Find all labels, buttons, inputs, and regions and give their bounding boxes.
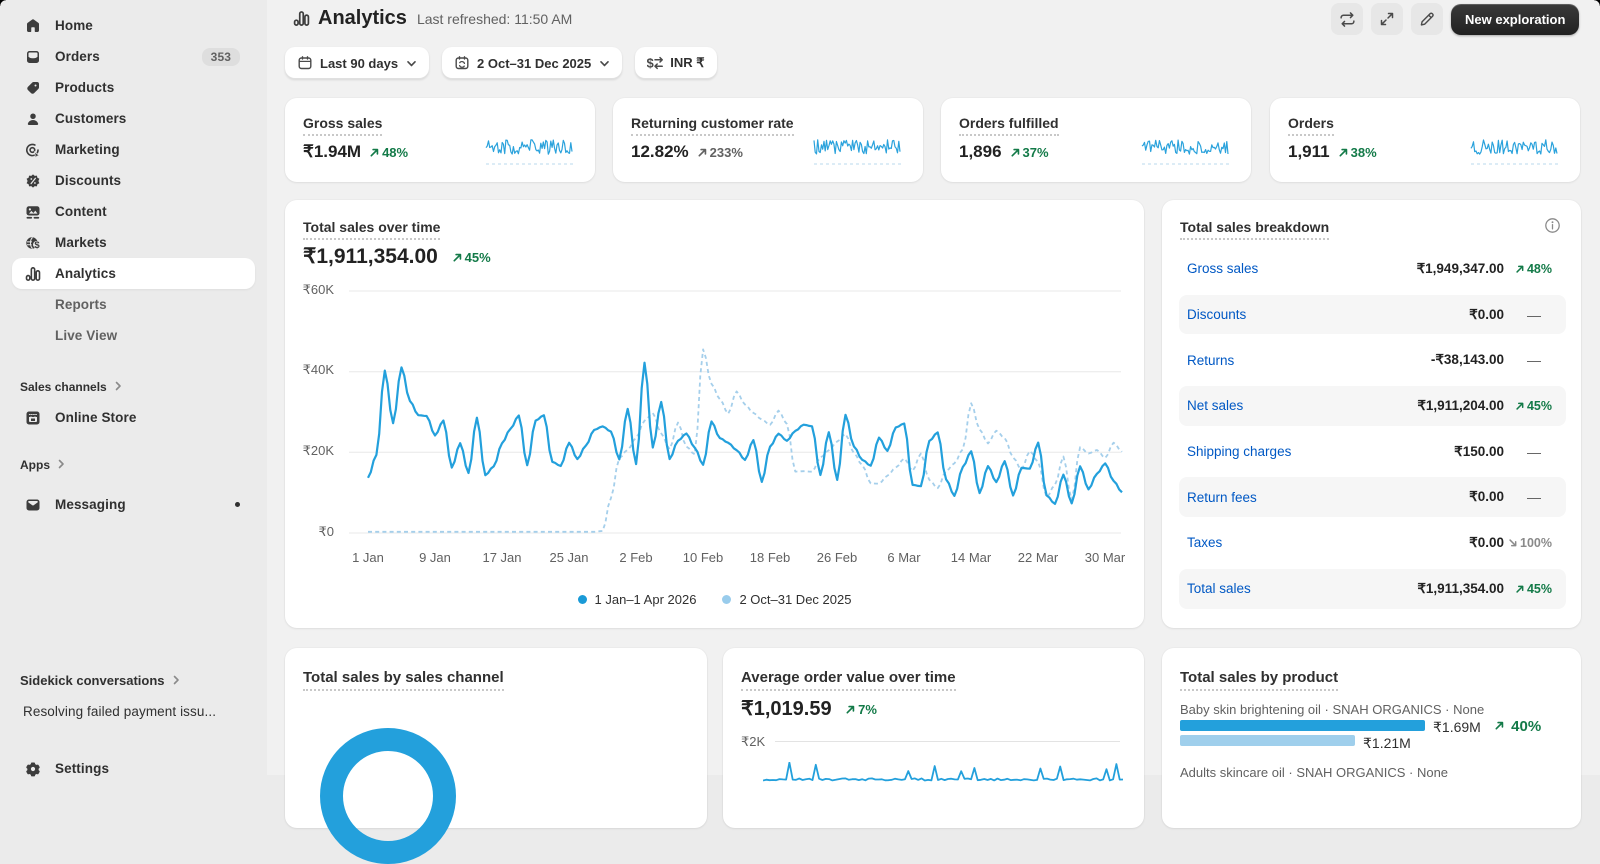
svg-text:$: $ (647, 56, 655, 71)
svg-text:$: $ (34, 239, 40, 250)
